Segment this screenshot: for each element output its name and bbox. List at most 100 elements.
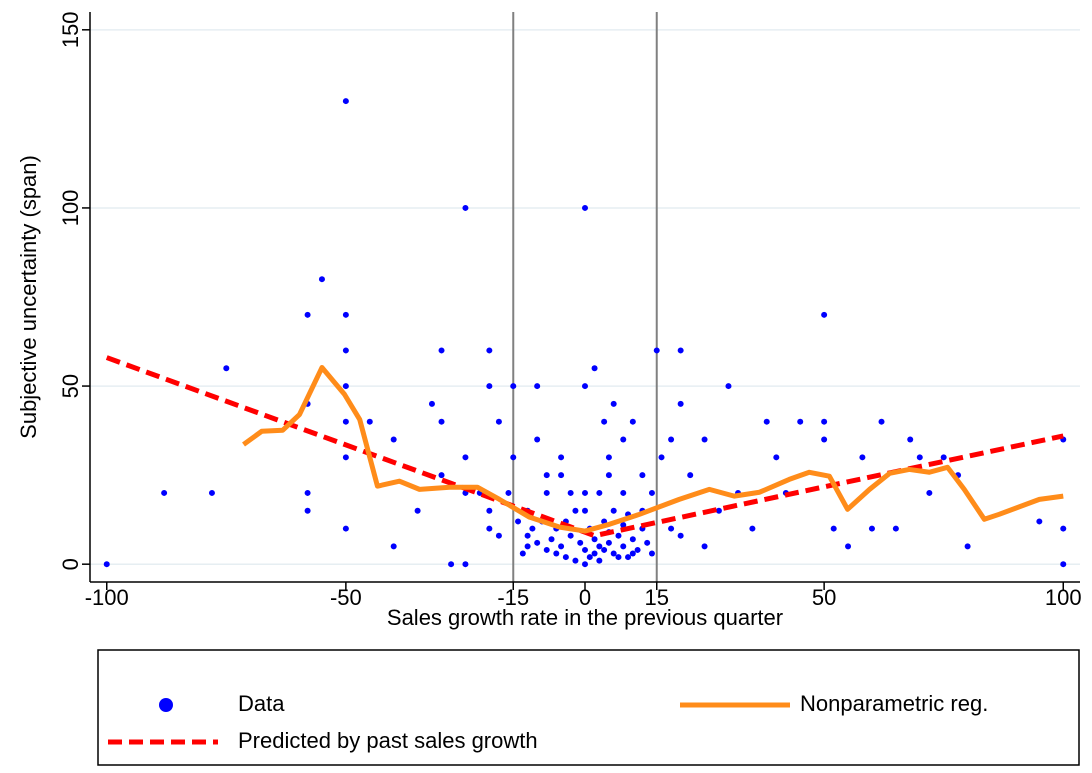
data-point (725, 383, 732, 390)
data-point (620, 436, 627, 443)
x-tick-label: 100 (1045, 585, 1082, 610)
data-point (582, 546, 588, 553)
y-tick-label: 100 (58, 190, 83, 227)
data-point (610, 507, 617, 514)
data-point (548, 536, 555, 543)
data-point (596, 489, 603, 496)
data-point (648, 489, 655, 496)
data-point (304, 489, 311, 496)
data-point (629, 418, 636, 425)
data-point (878, 418, 885, 425)
data-point (558, 543, 565, 550)
legend-label: Data (238, 691, 285, 716)
data-point (601, 418, 608, 425)
data-point (342, 383, 349, 390)
data-point (304, 311, 311, 318)
data-point (558, 472, 565, 479)
legend-box (97, 649, 1080, 766)
data-point (342, 347, 349, 354)
data-point (868, 525, 875, 532)
data-point (701, 436, 708, 443)
y-axis-title: Subjective uncertainty (span) (16, 155, 41, 439)
data-point (510, 383, 517, 390)
data-point (577, 539, 584, 546)
data-point (907, 436, 914, 443)
data-point (634, 546, 641, 553)
data-point (596, 543, 603, 550)
data-point (1060, 561, 1067, 568)
data-point (797, 418, 804, 425)
data-point (567, 532, 574, 539)
y-tick-label: 150 (58, 11, 83, 48)
data-point (486, 525, 493, 532)
data-point (524, 543, 531, 550)
data-point (763, 418, 770, 425)
data-point (821, 418, 828, 425)
data-point (715, 507, 722, 514)
data-point (567, 489, 574, 496)
data-point (830, 525, 837, 532)
data-point (658, 454, 665, 461)
data-point (529, 525, 536, 532)
data-point (605, 454, 612, 461)
data-point (596, 557, 603, 564)
data-point (1036, 518, 1043, 525)
data-point (462, 561, 469, 568)
data-point (342, 454, 349, 461)
data-point (462, 204, 469, 211)
data-point (586, 554, 593, 561)
x-tick-label: -100 (85, 585, 129, 610)
data-point (582, 489, 588, 496)
y-tick-label: 50 (58, 374, 83, 398)
data-point (964, 543, 971, 550)
data-point (620, 543, 627, 550)
data-point (916, 454, 923, 461)
data-point (591, 365, 598, 372)
data-point (558, 454, 565, 461)
data-point (223, 365, 230, 372)
data-point (892, 525, 899, 532)
data-point (534, 436, 541, 443)
data-point (625, 554, 632, 561)
data-point (495, 532, 502, 539)
data-point (620, 489, 627, 496)
data-point (524, 532, 531, 539)
data-point (605, 539, 612, 546)
data-point (342, 98, 349, 105)
data-point (653, 347, 660, 354)
data-point (582, 561, 588, 568)
data-point (821, 311, 828, 318)
data-point (591, 550, 598, 557)
data-point (414, 507, 421, 514)
data-point (534, 383, 541, 390)
legend-label: Nonparametric reg. (800, 691, 988, 716)
data-point (582, 204, 588, 211)
data-point (639, 472, 646, 479)
data-point (462, 454, 469, 461)
line (242, 365, 1064, 534)
data-point (605, 472, 612, 479)
data-point (620, 522, 627, 528)
data-point (749, 525, 756, 532)
data-point (562, 554, 569, 561)
data-point (318, 276, 325, 283)
data-point (572, 557, 579, 564)
data-point (845, 543, 852, 550)
data-point (519, 550, 526, 557)
data-point (572, 507, 579, 514)
data-point (534, 539, 541, 546)
data-point (1060, 525, 1067, 532)
data-point (505, 489, 512, 496)
data-point (486, 507, 493, 514)
data-point (543, 546, 550, 553)
data-point (510, 454, 517, 461)
data-point (543, 489, 550, 496)
data-point (701, 543, 708, 550)
data-point (342, 525, 349, 532)
data-point (390, 436, 397, 443)
data-point (448, 561, 455, 568)
x-tick-label: -15 (497, 585, 529, 610)
data-point (859, 454, 866, 461)
data-point (366, 418, 373, 425)
data-point (428, 400, 435, 407)
